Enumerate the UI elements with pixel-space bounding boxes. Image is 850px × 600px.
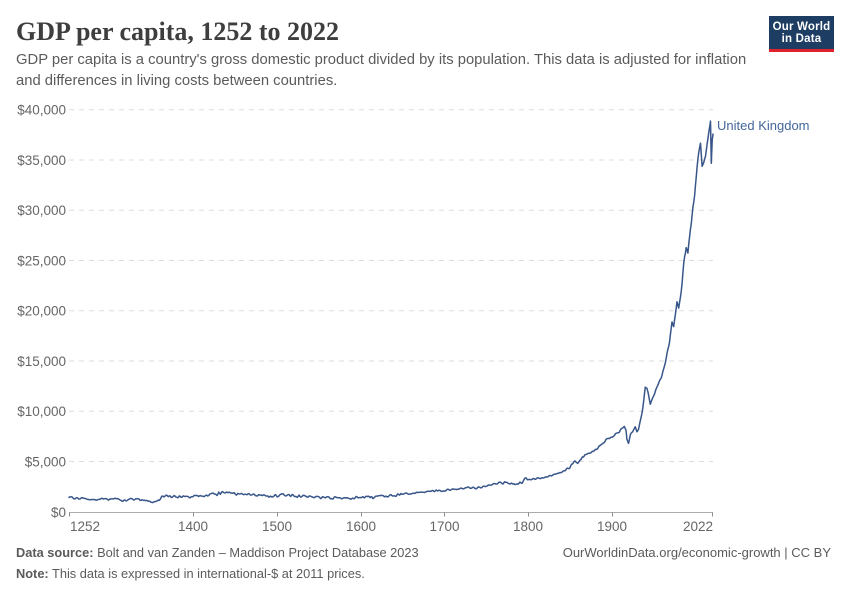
- svg-text:$5,000: $5,000: [25, 454, 66, 469]
- svg-text:1400: 1400: [178, 519, 208, 534]
- svg-text:1252: 1252: [70, 519, 100, 534]
- svg-text:$35,000: $35,000: [17, 153, 66, 168]
- svg-text:1800: 1800: [513, 519, 543, 534]
- svg-text:$0: $0: [51, 505, 66, 520]
- svg-text:$25,000: $25,000: [17, 253, 66, 268]
- svg-text:1500: 1500: [262, 519, 292, 534]
- svg-text:1600: 1600: [346, 519, 376, 534]
- svg-text:1900: 1900: [597, 519, 627, 534]
- svg-text:$40,000: $40,000: [17, 103, 66, 118]
- svg-text:$20,000: $20,000: [17, 304, 66, 319]
- svg-text:$10,000: $10,000: [17, 404, 66, 419]
- svg-text:$30,000: $30,000: [17, 203, 66, 218]
- svg-text:$15,000: $15,000: [17, 354, 66, 369]
- svg-text:United Kingdom: United Kingdom: [717, 118, 810, 133]
- svg-text:1700: 1700: [429, 519, 459, 534]
- svg-text:2022: 2022: [683, 519, 713, 534]
